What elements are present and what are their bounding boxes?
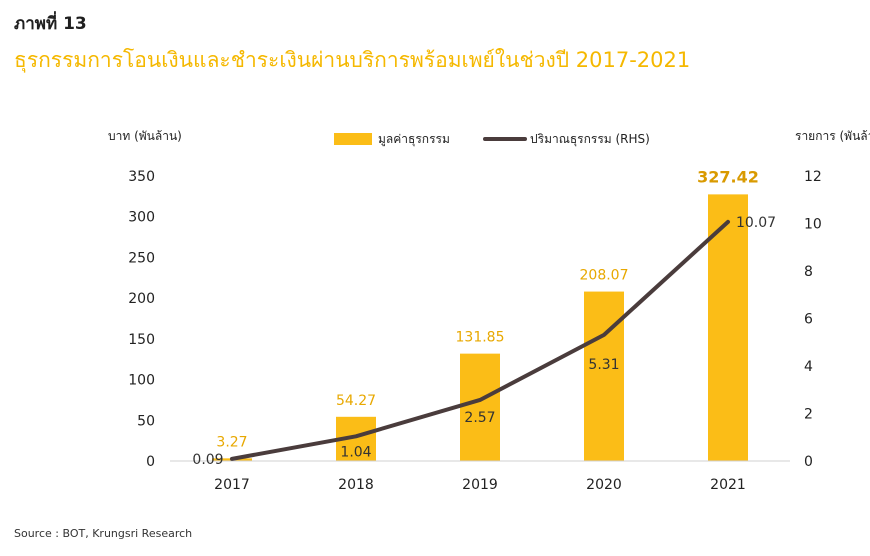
bar-value-label: 54.27 [336, 393, 376, 409]
x-tick-label: 2020 [586, 477, 622, 493]
x-axis-ticks: 2017 2018 2019 2020 2021 [214, 477, 746, 493]
y-left-tick-label: 300 [128, 210, 155, 226]
bar [460, 353, 500, 461]
y-left-ticks: 0 50 100 150 200 250 300 350 [128, 169, 155, 470]
line-value-label: 10.07 [736, 215, 776, 231]
y-left-tick-label: 150 [128, 332, 155, 348]
bar-value-label: 131.85 [456, 330, 505, 346]
y-right-tick-label: 0 [804, 454, 813, 470]
figure-label: ภาพที่ 13 [14, 14, 87, 34]
y-right-tick-label: 10 [804, 217, 822, 233]
y-right-tick-label: 2 [804, 407, 813, 423]
x-tick-label: 2018 [338, 477, 374, 493]
y-left-tick-label: 350 [128, 169, 155, 185]
bar-value-label: 3.27 [216, 434, 247, 450]
line-value-label: 0.09 [192, 452, 223, 468]
legend: มูลค่าธุรกรรม ปริมาณธุรกรรม (RHS) [334, 132, 650, 147]
bar-value-label: 327.42 [697, 167, 759, 186]
y-right-tick-label: 8 [804, 264, 813, 280]
y-right-axis-label: รายการ (พันล้าน) [795, 129, 870, 143]
bar-data-labels: 3.27 54.27 131.85 208.07 327.42 [216, 167, 758, 450]
bar [708, 194, 748, 461]
y-left-tick-label: 250 [128, 250, 155, 266]
chart-title: ธุรกรรมการโอนเงินและชำระเงินผ่านบริการพร… [14, 48, 691, 72]
y-right-tick-label: 12 [804, 169, 822, 185]
y-left-tick-label: 50 [137, 413, 155, 429]
x-tick-label: 2019 [462, 477, 498, 493]
legend-line-label: ปริมาณธุรกรรม (RHS) [530, 132, 650, 147]
combo-chart: บาท (พันล้าน) รายการ (พันล้าน) มูลค่าธุร… [108, 129, 870, 493]
y-left-tick-label: 200 [128, 291, 155, 307]
y-right-tick-label: 6 [804, 312, 813, 328]
x-tick-label: 2017 [214, 477, 250, 493]
line-data-labels: 0.09 1.04 2.57 5.31 10.07 [192, 215, 776, 468]
line-value-label: 5.31 [588, 357, 619, 373]
legend-bar-label: มูลค่าธุรกรรม [378, 132, 450, 147]
y-left-tick-label: 0 [146, 454, 155, 470]
legend-bar-swatch [334, 133, 372, 145]
line-value-label: 2.57 [464, 410, 495, 426]
y-right-tick-label: 4 [804, 359, 813, 375]
line-series [230, 219, 730, 461]
y-right-ticks: 0 2 4 6 8 10 12 [804, 169, 822, 470]
y-left-tick-label: 100 [128, 373, 155, 389]
y-left-axis-label: บาท (พันล้าน) [108, 129, 182, 143]
bar-value-label: 208.07 [580, 268, 629, 284]
source-note: Source : BOT, Krungsri Research [14, 527, 193, 540]
line-value-label: 1.04 [340, 444, 371, 460]
series-line [230, 219, 730, 461]
x-tick-label: 2021 [710, 477, 746, 493]
bar-series [212, 194, 748, 461]
bar [584, 291, 624, 461]
